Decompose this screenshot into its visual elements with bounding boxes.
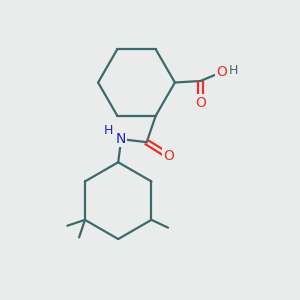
Text: O: O (217, 65, 227, 79)
Text: N: N (116, 132, 126, 146)
Text: O: O (195, 96, 206, 110)
Text: H: H (229, 64, 238, 77)
Text: O: O (163, 149, 174, 163)
Text: H: H (104, 124, 113, 137)
